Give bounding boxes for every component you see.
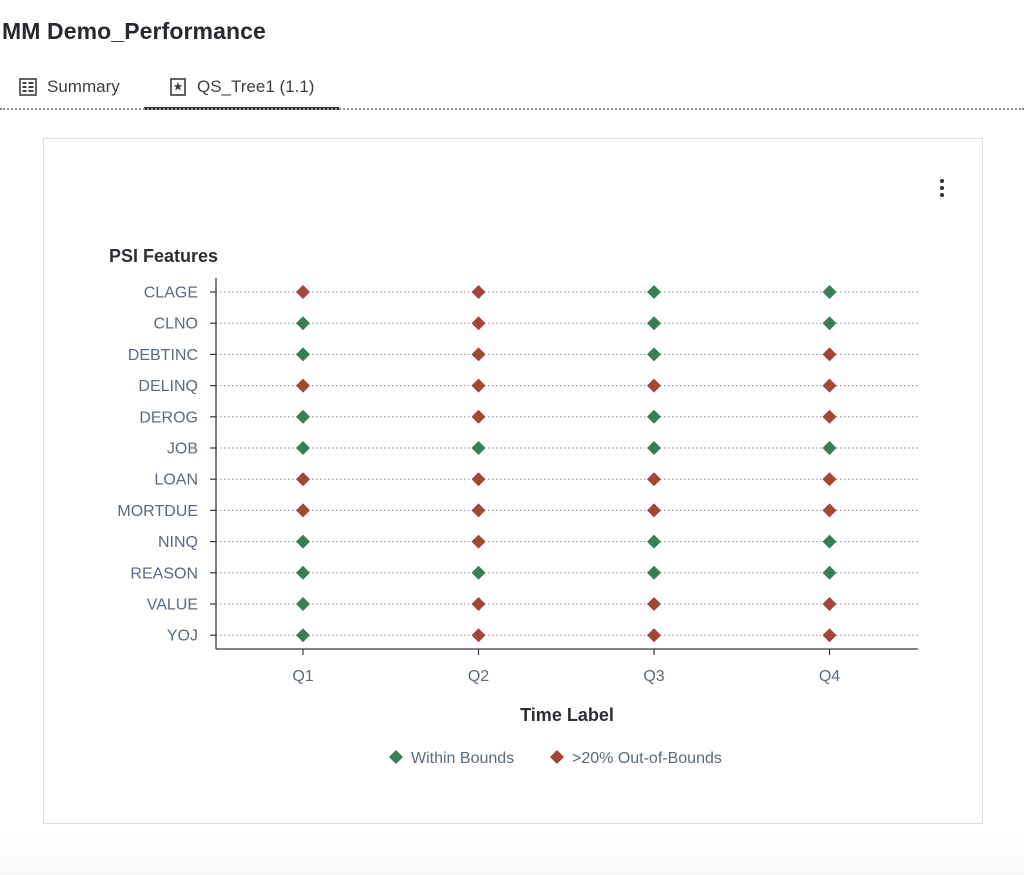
marker-out-of-bounds bbox=[647, 628, 661, 643]
y-tick-label: DEROG bbox=[139, 409, 198, 426]
more-vertical-icon[interactable] bbox=[930, 175, 954, 201]
x-tick-label: Q3 bbox=[643, 668, 664, 685]
marker-out-of-bounds bbox=[296, 472, 310, 487]
y-tick-label: DEBTINC bbox=[128, 347, 198, 364]
y-tick-label: CLNO bbox=[154, 316, 198, 333]
marker-within-bounds bbox=[647, 565, 661, 580]
tab-qs-tree1-label: QS_Tree1 (1.1) bbox=[197, 77, 315, 96]
y-tick-label: NINQ bbox=[158, 534, 198, 551]
marker-out-of-bounds bbox=[822, 597, 837, 611]
marker-out-of-bounds bbox=[471, 378, 486, 393]
marker-within-bounds bbox=[296, 534, 310, 549]
tab-summary[interactable]: Summary bbox=[19, 66, 120, 108]
marker-out-of-bounds bbox=[647, 378, 661, 393]
marker-within-bounds bbox=[647, 441, 661, 455]
starred-document-icon bbox=[169, 78, 187, 96]
marker-out-of-bounds bbox=[822, 503, 837, 518]
marker-out-of-bounds bbox=[471, 503, 486, 518]
marker-within-bounds bbox=[822, 534, 837, 549]
y-tick-label: JOB bbox=[167, 441, 198, 458]
page-title: MM Demo_Performance bbox=[2, 18, 266, 44]
marker-out-of-bounds bbox=[471, 285, 486, 299]
report-icon bbox=[19, 78, 37, 96]
marker-out-of-bounds bbox=[647, 597, 661, 611]
marker-within-bounds bbox=[822, 565, 837, 580]
chart-title: PSI Features bbox=[109, 246, 218, 266]
marker-out-of-bounds bbox=[822, 347, 837, 362]
marker-out-of-bounds bbox=[822, 472, 837, 487]
marker-within-bounds bbox=[822, 441, 837, 455]
x-tick-label: Q1 bbox=[292, 668, 313, 685]
marker-within-bounds bbox=[647, 534, 661, 549]
marker-out-of-bounds bbox=[296, 503, 310, 518]
y-tick-label: DELINQ bbox=[138, 378, 198, 395]
marker-within-bounds bbox=[822, 316, 837, 331]
y-tick-label: LOAN bbox=[154, 472, 198, 489]
marker-within-bounds bbox=[296, 316, 310, 331]
marker-within-bounds bbox=[296, 628, 310, 643]
marker-within-bounds bbox=[296, 597, 310, 611]
marker-within-bounds bbox=[471, 441, 486, 455]
marker-out-of-bounds bbox=[471, 597, 486, 611]
marker-out-of-bounds bbox=[822, 378, 837, 393]
marker-within-bounds bbox=[647, 285, 661, 299]
marker-out-of-bounds bbox=[471, 472, 486, 487]
marker-within-bounds bbox=[296, 347, 310, 362]
marker-out-of-bounds bbox=[471, 316, 486, 331]
marker-within-bounds bbox=[647, 409, 661, 424]
y-tick-label: CLAGE bbox=[144, 285, 198, 302]
marker-within-bounds bbox=[296, 565, 310, 580]
y-tick-label: REASON bbox=[130, 565, 198, 582]
legend-within-bounds-label: Within Bounds bbox=[411, 750, 514, 767]
marker-within-bounds bbox=[471, 565, 486, 580]
x-axis-title: Time Label bbox=[520, 705, 614, 725]
bottom-shade bbox=[0, 835, 1024, 875]
x-tick-label: Q4 bbox=[819, 668, 840, 685]
marker-within-bounds bbox=[296, 409, 310, 424]
marker-within-bounds bbox=[647, 347, 661, 362]
marker-out-of-bounds bbox=[647, 503, 661, 518]
legend-within-bounds-marker bbox=[389, 750, 403, 764]
marker-out-of-bounds bbox=[647, 472, 661, 487]
marker-within-bounds bbox=[647, 316, 661, 331]
marker-out-of-bounds bbox=[471, 628, 486, 643]
tab-summary-label: Summary bbox=[47, 77, 120, 96]
marker-out-of-bounds bbox=[471, 409, 486, 424]
marker-out-of-bounds bbox=[471, 534, 486, 549]
legend-out-of-bounds-marker bbox=[550, 750, 564, 764]
x-tick-label: Q2 bbox=[468, 668, 489, 685]
marker-within-bounds bbox=[296, 441, 310, 455]
marker-out-of-bounds bbox=[822, 628, 837, 643]
y-tick-label: MORTDUE bbox=[117, 503, 198, 520]
marker-out-of-bounds bbox=[296, 285, 310, 299]
marker-within-bounds bbox=[822, 285, 837, 299]
y-tick-label: YOJ bbox=[167, 628, 198, 645]
legend-out-of-bounds-label: >20% Out-of-Bounds bbox=[572, 750, 722, 767]
y-tick-label: VALUE bbox=[147, 597, 198, 614]
marker-out-of-bounds bbox=[471, 347, 486, 362]
marker-out-of-bounds bbox=[296, 378, 310, 393]
tab-divider bbox=[0, 108, 1024, 110]
marker-out-of-bounds bbox=[822, 409, 837, 424]
